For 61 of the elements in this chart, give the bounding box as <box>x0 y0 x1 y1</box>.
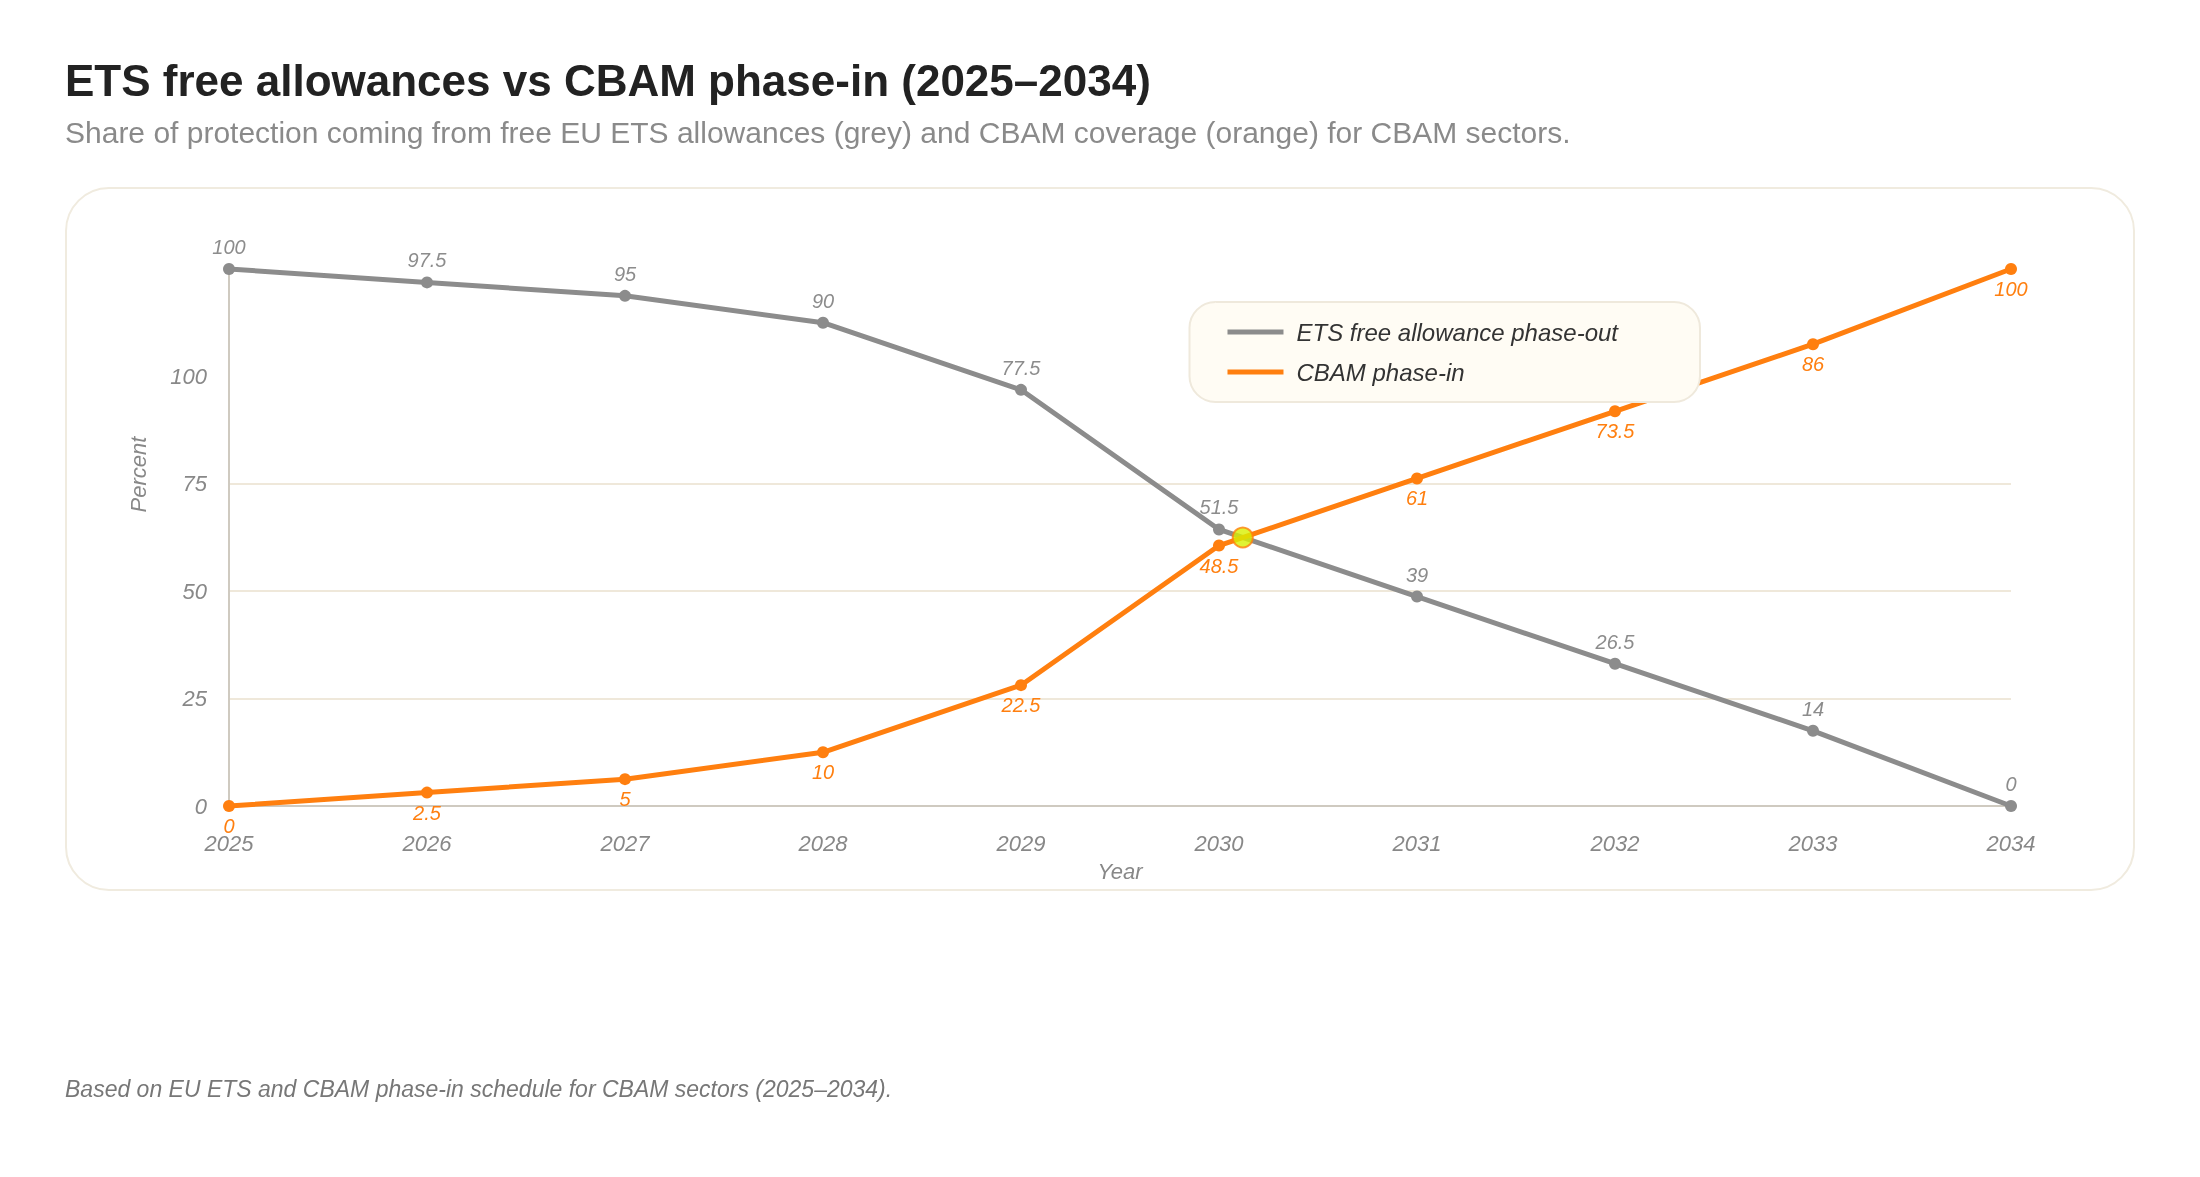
point <box>223 800 235 812</box>
x-axis-title: Year <box>1097 858 1145 884</box>
point <box>817 316 829 329</box>
data-label: 95 <box>613 262 637 285</box>
point <box>1213 523 1225 536</box>
x-tick-label: 2029 <box>995 830 1046 856</box>
legend-label: CBAM phase-in <box>1296 358 1465 386</box>
data-label: 97.5 <box>407 249 448 272</box>
data-label: 39 <box>1405 563 1429 586</box>
data-label: 77.5 <box>1001 356 1042 379</box>
point <box>1807 338 1819 351</box>
point <box>619 773 631 786</box>
x-tick-label: 2027 <box>599 830 651 856</box>
x-tick-label: 2032 <box>1589 830 1640 856</box>
data-label: 26.5 <box>1594 630 1636 653</box>
y-tick-label: 50 <box>182 578 208 604</box>
y-tick-label: 25 <box>181 686 208 712</box>
text: Based on EU ETS and CBAM phase-in schedule for CBAM sectors (2025–2034). <box>65 1076 893 1103</box>
data-label: 100 <box>212 236 246 258</box>
chart-subtitle: Share of protection coming from free EU ETS allowances (grey) and CBAM coverage (orange) for CBAM sectors. <box>65 116 1571 150</box>
point <box>1231 526 1254 549</box>
data-label: 86 <box>1801 353 1825 376</box>
point <box>2005 263 2017 275</box>
point <box>2005 800 2017 812</box>
data-label: 5 <box>619 788 632 811</box>
point <box>1213 539 1225 552</box>
y-axis-title: Percent <box>125 435 151 513</box>
y-tick-label: 100 <box>170 363 208 389</box>
point <box>817 746 829 759</box>
point <box>619 289 631 302</box>
point <box>223 263 235 275</box>
x-tick-label: 2034 <box>1985 830 2036 856</box>
data-label: 2.5 <box>412 801 442 824</box>
y-tick-label: 0 <box>194 793 208 819</box>
data-label: 48.5 <box>1199 554 1240 577</box>
data-label: 10 <box>811 761 835 784</box>
legend-label: ETS free allowance phase-out <box>1296 318 1620 346</box>
data-label: 73.5 <box>1595 420 1636 443</box>
x-tick-label: 2033 <box>1787 830 1839 856</box>
data-label: 22.5 <box>1000 694 1042 717</box>
x-tick-label: 2030 <box>1193 830 1245 856</box>
x-tick-label: 2028 <box>797 830 849 856</box>
chart-title: ETS free allowances vs CBAM phase-in (2025–2034) <box>65 56 1151 106</box>
data-label: 51.5 <box>1199 496 1240 519</box>
data-label: 14 <box>1801 697 1825 720</box>
y-tick-label: 75 <box>182 471 208 497</box>
point <box>1807 724 1819 737</box>
data-label: 0 <box>2005 773 2017 795</box>
point <box>1411 590 1423 603</box>
x-tick-label: 2026 <box>401 830 453 856</box>
point <box>1411 472 1423 485</box>
point <box>1609 405 1621 418</box>
point <box>421 276 433 289</box>
point <box>1015 383 1027 396</box>
x-tick-label: 2031 <box>1391 830 1442 856</box>
data-label: 100 <box>1994 278 2028 300</box>
data-label: 61 <box>1405 487 1429 510</box>
point <box>1015 679 1027 692</box>
data-label: 90 <box>811 289 835 312</box>
point <box>1609 657 1621 670</box>
point <box>421 786 433 799</box>
